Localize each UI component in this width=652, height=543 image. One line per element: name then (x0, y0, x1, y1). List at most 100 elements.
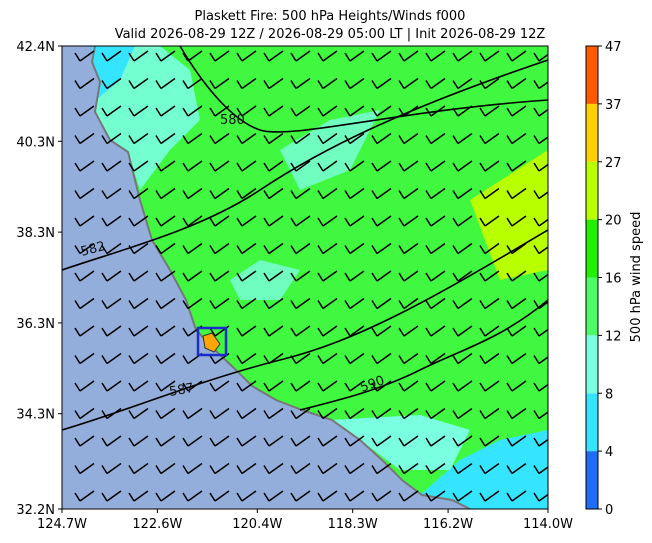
wind-barb (479, 77, 500, 90)
wind-barb (101, 297, 122, 310)
wind-barb (236, 160, 257, 172)
wind-barb (74, 297, 95, 310)
colorbar-segment (586, 451, 598, 509)
colorbar: 0 4 8 12 16 20 27 37 47 (585, 40, 622, 518)
wind-barb (209, 242, 230, 255)
y-tick-label: 38.3N (16, 226, 55, 241)
wind-barb (533, 492, 548, 502)
wind-barb (290, 77, 311, 90)
height-contour (62, 59, 548, 271)
wind-barb (317, 352, 338, 365)
wind-barb (182, 105, 203, 117)
wind-barb (236, 462, 257, 475)
wind-barb (425, 242, 446, 255)
wind-barb (371, 242, 392, 255)
wind-barb (290, 50, 311, 62)
wind-barb (533, 465, 548, 475)
wind-barb (371, 380, 392, 392)
wind-barb (182, 270, 203, 282)
wind-barb (398, 407, 419, 420)
wind-barb (479, 242, 500, 255)
wind-barb (533, 355, 548, 365)
wind-barb (209, 160, 230, 172)
wind-barb (128, 215, 149, 227)
wind-barb (344, 435, 365, 447)
wind-barb (236, 187, 257, 200)
wind-barb (128, 297, 149, 310)
wind-barb (398, 160, 419, 172)
colorbar-tick-label: 8 (605, 387, 613, 402)
y-tick-label: 36.3N (16, 317, 55, 332)
wind-barb (155, 462, 176, 475)
wind-barb (425, 270, 446, 282)
wind-barb (317, 435, 338, 447)
wind-barb (155, 50, 176, 62)
colorbar-tick-label: 4 (605, 445, 613, 460)
title: Plaskett Fire: 500 hPa Heights/Winds f00… (195, 9, 466, 24)
wind-barb (317, 215, 338, 227)
wind-barb (452, 380, 473, 392)
wind-barb (533, 162, 548, 172)
wind-barb (506, 215, 527, 227)
wind-barb (209, 380, 230, 392)
wind-barb (101, 105, 122, 117)
wind-barb (74, 380, 95, 392)
wind-barb (101, 50, 122, 62)
wind-barb (263, 105, 284, 117)
wind-barb (533, 190, 548, 200)
wind-barb (506, 105, 527, 117)
x-tick-label: 120.4W (232, 517, 282, 532)
wind-barb (344, 50, 365, 62)
y-tick-label: 34.3N (16, 408, 55, 423)
wind-barb (317, 77, 338, 90)
wind-barb (128, 77, 149, 90)
height-contour (62, 229, 548, 431)
wind-barb (533, 272, 548, 282)
wind-barb (155, 77, 176, 90)
wind-barb (236, 325, 257, 337)
wind-barb (182, 160, 203, 172)
wind-barb (209, 105, 230, 117)
wind-barb (290, 187, 311, 200)
wind-barb (317, 325, 338, 337)
wind-barb (452, 160, 473, 172)
wind-barb (479, 215, 500, 227)
wind-barb (74, 215, 95, 227)
wind-barb (263, 50, 284, 62)
wind-barb (182, 407, 203, 420)
wind-barb (74, 435, 95, 447)
wind-barb (74, 187, 95, 200)
wind-barb (344, 380, 365, 392)
wind-barb (290, 132, 311, 145)
wind-barb (371, 407, 392, 420)
wind-barb (533, 410, 548, 420)
wind-barb (452, 352, 473, 365)
wind-barb (371, 270, 392, 282)
wind-barb (317, 380, 338, 392)
wind-barb (101, 435, 122, 447)
wind-barb (425, 187, 446, 200)
wind-barb (182, 462, 203, 475)
wind-barb (398, 462, 419, 475)
wind-barb (425, 462, 446, 475)
wind-barb (317, 462, 338, 475)
wind-barb (74, 160, 95, 172)
wind-barb (371, 105, 392, 117)
wind-barb (371, 325, 392, 337)
x-tick-label: 116.2W (423, 517, 473, 532)
wind-barb (290, 352, 311, 365)
wind-barb (479, 435, 500, 447)
wind-barb (101, 215, 122, 227)
wind-barb (182, 77, 203, 90)
wind-barb (344, 325, 365, 337)
wind-barb (317, 132, 338, 145)
wind-barb (479, 297, 500, 310)
wind-barb (101, 132, 122, 145)
speed-area (92, 46, 200, 190)
wind-barb (398, 215, 419, 227)
wind-barb (236, 77, 257, 90)
wind-barb (128, 380, 149, 392)
wind-barb (182, 242, 203, 255)
wind-barb (344, 187, 365, 200)
wind-barb (479, 132, 500, 145)
